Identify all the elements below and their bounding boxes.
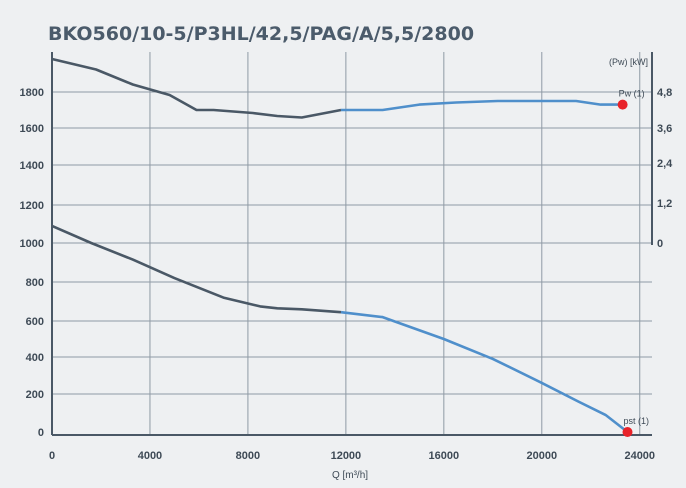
series-label: Pw (1) xyxy=(619,89,645,99)
right-tick-label: 2,4 xyxy=(657,158,673,170)
x-tick-label: 8000 xyxy=(236,450,260,462)
x-tick-label: 12000 xyxy=(331,450,362,462)
y-tick-label: 0 xyxy=(38,427,44,439)
series-line-0-dark xyxy=(51,224,342,314)
series-label: pst (1) xyxy=(624,416,650,426)
x-axis-label: Q [m³/h] xyxy=(332,470,368,481)
right-tick-label: 1,2 xyxy=(657,198,672,210)
y-tick-label: 1600 xyxy=(20,123,44,135)
right-axis-label: (Pw) [kW] xyxy=(609,57,648,67)
y-tick-label: 600 xyxy=(26,316,44,328)
grid xyxy=(52,52,652,435)
y-tick-label: 800 xyxy=(26,277,44,289)
right-tick-label: 0 xyxy=(657,238,663,250)
series-line-1-dark xyxy=(51,57,342,119)
y-tick-label: 1800 xyxy=(20,87,44,99)
chart-title: BKO560/10-5/P3HL/42,5/PAG/A/5,5/2800 xyxy=(48,23,474,45)
x-tick-label: 4000 xyxy=(138,450,162,462)
x-tick-label: 0 xyxy=(49,450,55,462)
right-tick-label: 4,8 xyxy=(657,87,672,99)
x-tick-label: 16000 xyxy=(429,450,460,462)
series-line-1-light xyxy=(341,99,623,112)
series-group: pst (1) Pw (1) xyxy=(51,57,650,437)
x-tick-label: 24000 xyxy=(624,450,655,462)
y-tick-label: 1400 xyxy=(20,160,44,172)
x-tick-label: 20000 xyxy=(526,450,557,462)
series-endpoint-marker xyxy=(617,99,628,110)
y-tick-label: 1200 xyxy=(20,200,44,212)
axes xyxy=(51,52,653,436)
series-line-0-light xyxy=(340,310,629,434)
series-endpoint-marker xyxy=(622,427,633,437)
right-tick-label: 3,6 xyxy=(657,123,672,135)
y-tick-label: 400 xyxy=(26,352,44,364)
y-tick-label: 200 xyxy=(26,389,44,401)
y-tick-label: 1000 xyxy=(20,238,44,250)
tick-labels: 0 4000 8000 12000 16000 20000 2400002004006008… xyxy=(20,87,674,462)
